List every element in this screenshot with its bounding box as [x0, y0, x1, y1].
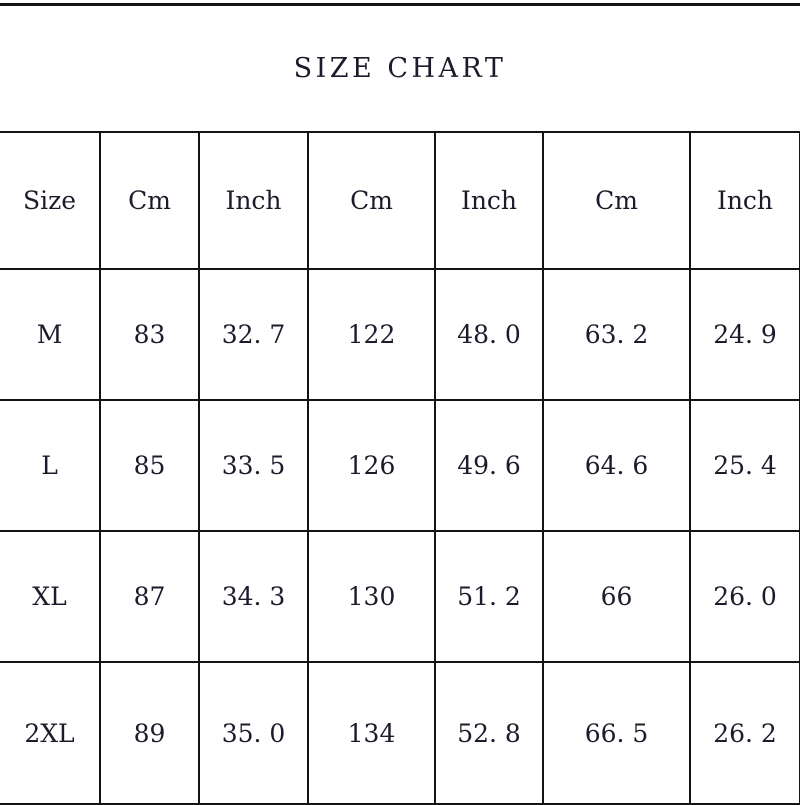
- title-band: SIZE CHART: [0, 3, 800, 131]
- cell-size: L: [0, 399, 101, 531]
- column-header-inch-3: Inch: [690, 131, 800, 269]
- column-header-inch-2: Inch: [435, 131, 544, 269]
- cell-cm-2: 126: [308, 399, 436, 531]
- cell-inch-1: 33. 5: [199, 399, 309, 531]
- cell-inch-3: 26. 0: [690, 530, 800, 662]
- column-header-cm-1: Cm: [100, 131, 200, 269]
- cell-cm-3: 64. 6: [543, 399, 691, 531]
- cell-inch-1: 32. 7: [199, 268, 309, 400]
- cell-inch-1: 35. 0: [199, 661, 309, 805]
- cell-size: XL: [0, 530, 101, 662]
- column-header-cm-3: Cm: [543, 131, 691, 269]
- cell-cm-2: 130: [308, 530, 436, 662]
- column-header-inch-1: Inch: [199, 131, 309, 269]
- table-header-row: Size Cm Inch Cm Inch Cm Inch: [0, 131, 800, 269]
- cell-cm-1: 85: [100, 399, 200, 531]
- table-row: XL 87 34. 3 130 51. 2 66 26. 0: [0, 530, 800, 662]
- column-header-size: Size: [0, 131, 101, 269]
- size-chart-table: Size Cm Inch Cm Inch Cm Inch M 83 32. 7 …: [0, 131, 800, 805]
- page-title: SIZE CHART: [293, 53, 507, 84]
- table-row: M 83 32. 7 122 48. 0 63. 2 24. 9: [0, 268, 800, 400]
- cell-cm-2: 122: [308, 268, 436, 400]
- cell-cm-3: 63. 2: [543, 268, 691, 400]
- column-header-cm-2: Cm: [308, 131, 436, 269]
- cell-cm-2: 134: [308, 661, 436, 805]
- cell-cm-3: 66: [543, 530, 691, 662]
- cell-inch-2: 52. 8: [435, 661, 544, 805]
- cell-inch-3: 24. 9: [690, 268, 800, 400]
- cell-inch-3: 26. 2: [690, 661, 800, 805]
- cell-inch-2: 51. 2: [435, 530, 544, 662]
- cell-size: 2XL: [0, 661, 101, 805]
- cell-cm-1: 87: [100, 530, 200, 662]
- table-row: 2XL 89 35. 0 134 52. 8 66. 5 26. 2: [0, 661, 800, 805]
- cell-inch-2: 49. 6: [435, 399, 544, 531]
- cell-inch-3: 25. 4: [690, 399, 800, 531]
- cell-cm-3: 66. 5: [543, 661, 691, 805]
- cell-inch-2: 48. 0: [435, 268, 544, 400]
- cell-size: M: [0, 268, 101, 400]
- table-row: L 85 33. 5 126 49. 6 64. 6 25. 4: [0, 399, 800, 531]
- cell-cm-1: 83: [100, 268, 200, 400]
- cell-cm-1: 89: [100, 661, 200, 805]
- cell-inch-1: 34. 3: [199, 530, 309, 662]
